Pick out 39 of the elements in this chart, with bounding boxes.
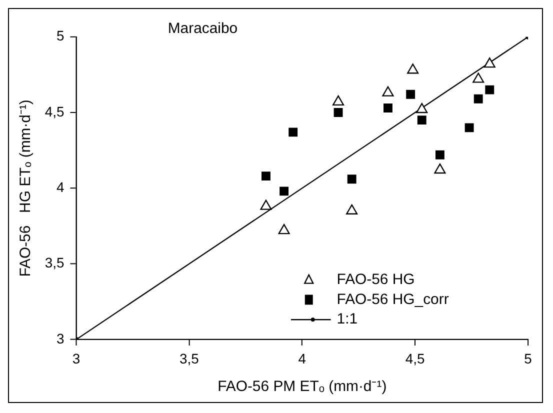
y-tick-label: 4,5 <box>44 103 65 120</box>
point <box>346 204 358 214</box>
y-tick-label: 3,5 <box>44 254 65 271</box>
y-axis-title: FAO-56 HG ETₒ (mm·d⁻¹) <box>17 100 34 277</box>
x-tick-label: 3 <box>72 350 80 367</box>
point <box>406 90 416 99</box>
x-axis-title: FAO-56 PM ETₒ (mm·d⁻¹) <box>218 378 387 396</box>
x-tick-label: 5 <box>524 350 532 367</box>
legend-label: FAO-56 HG_corr <box>336 290 449 308</box>
point <box>435 150 444 160</box>
point <box>332 95 344 106</box>
y-tick-label: 5 <box>56 28 65 44</box>
x-tick-label: 3,5 <box>179 350 200 367</box>
y-tick-label: 4 <box>56 179 65 196</box>
point <box>464 123 474 132</box>
x-tick-label: 4 <box>298 350 306 367</box>
point <box>485 85 494 94</box>
legend-label: FAO-56 HG <box>336 270 415 288</box>
point <box>472 72 484 83</box>
point <box>474 94 483 104</box>
point <box>417 116 426 125</box>
point <box>262 172 270 181</box>
point <box>260 200 272 210</box>
point <box>334 108 343 117</box>
point <box>382 86 394 96</box>
point <box>288 128 298 137</box>
point <box>280 186 289 196</box>
legend-label: 1:1 <box>336 310 358 328</box>
point <box>347 174 356 184</box>
y-tick-label: 3 <box>56 330 65 346</box>
point <box>525 36 528 40</box>
point <box>484 58 496 68</box>
point <box>434 163 446 174</box>
point <box>384 104 392 112</box>
x-tick-label: 4,5 <box>405 350 426 367</box>
chart-title: Maracaibo <box>168 20 238 38</box>
point <box>407 64 419 74</box>
point <box>416 102 428 114</box>
point <box>278 224 290 234</box>
